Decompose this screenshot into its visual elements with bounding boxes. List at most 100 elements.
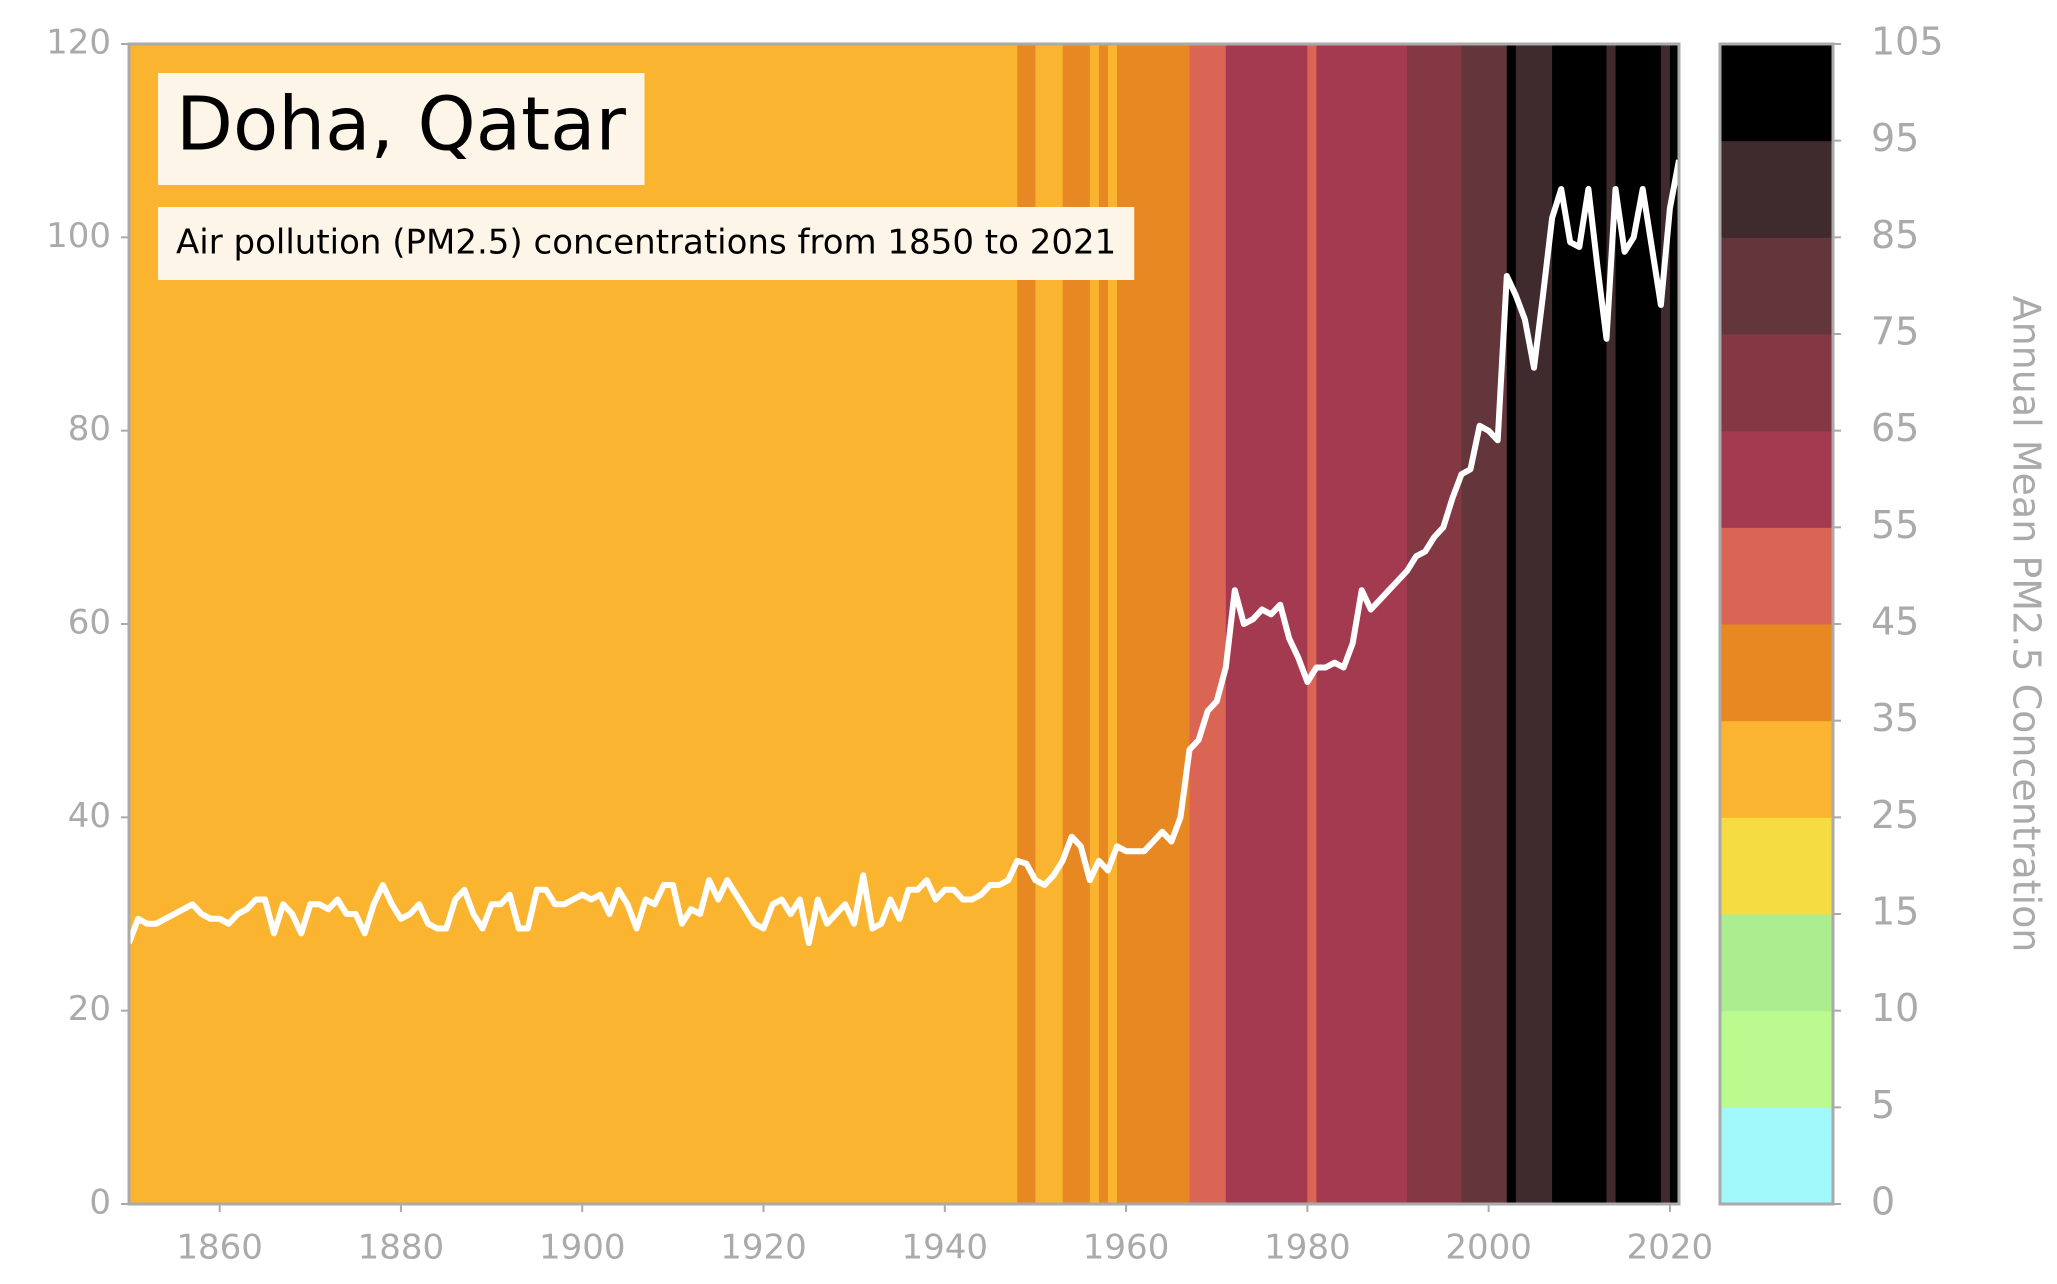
colorbar-tick-label: 35 <box>1871 696 1919 740</box>
stripe <box>428 44 438 1204</box>
stripe <box>772 44 783 1204</box>
stripe <box>355 44 366 1204</box>
stripe <box>437 44 447 1204</box>
stripe <box>310 44 320 1204</box>
stripe <box>1606 44 1617 1204</box>
y-tick-label: 80 <box>68 409 111 449</box>
stripe <box>754 44 765 1204</box>
stripe <box>201 44 212 1204</box>
stripe <box>1515 44 1526 1204</box>
stripe <box>1135 44 1145 1204</box>
stripe <box>1171 44 1182 1204</box>
stripe <box>1262 44 1272 1204</box>
stripe <box>237 44 248 1204</box>
stripe <box>1669 44 1680 1204</box>
stripe <box>564 44 574 1204</box>
stripe <box>509 44 520 1204</box>
stripe <box>1334 44 1345 1204</box>
stripe <box>1026 44 1037 1204</box>
stripe <box>1416 44 1426 1204</box>
stripe <box>346 44 357 1204</box>
stripe <box>1425 44 1435 1204</box>
colorbar-segment <box>1720 334 1833 432</box>
stripe <box>1543 44 1553 1204</box>
stripe <box>382 44 393 1204</box>
colorbar-segment <box>1720 237 1833 335</box>
stripe <box>962 44 973 1204</box>
y-tick-label: 120 <box>46 23 111 63</box>
stripe <box>935 44 946 1204</box>
chart-subtitle: Air pollution (PM2.5) concentrations fro… <box>176 223 1116 263</box>
chart-title: Doha, Qatar <box>176 82 627 168</box>
colorbar-segment <box>1720 430 1833 528</box>
stripe <box>981 44 991 1204</box>
stripe <box>1452 44 1463 1204</box>
stripe <box>156 44 166 1204</box>
colorbar-tick-label: 25 <box>1871 793 1919 837</box>
colorbar-tick-label: 105 <box>1871 20 1944 64</box>
stripe <box>681 44 692 1204</box>
stripe <box>790 44 801 1204</box>
stripe <box>482 44 493 1204</box>
stripe <box>944 44 955 1204</box>
stripe <box>1325 44 1336 1204</box>
stripe <box>1252 44 1263 1204</box>
stripe <box>1407 44 1417 1204</box>
stripe <box>183 44 194 1204</box>
colorbar-tick-label: 0 <box>1871 1180 1895 1224</box>
stripe <box>527 44 538 1204</box>
stripe <box>192 44 203 1204</box>
stripe <box>219 44 230 1204</box>
stripe <box>1316 44 1327 1204</box>
stripe <box>446 44 456 1204</box>
stripe <box>1298 44 1308 1204</box>
stripe <box>1207 44 1218 1204</box>
x-tick-label: 2000 <box>1445 1228 1532 1268</box>
stripe <box>690 44 701 1204</box>
stripe <box>745 44 756 1204</box>
stripe <box>1370 44 1381 1204</box>
stripe <box>582 44 592 1204</box>
stripe <box>1180 44 1191 1204</box>
x-tick-label: 1940 <box>902 1228 989 1268</box>
stripe <box>854 44 864 1204</box>
x-tick-label: 1920 <box>720 1228 807 1268</box>
colorbar-segment <box>1720 140 1833 238</box>
stripe <box>573 44 583 1204</box>
stripe <box>836 44 846 1204</box>
colorbar-tick-label: 65 <box>1871 406 1919 450</box>
stripe <box>255 44 266 1204</box>
stripe <box>1035 44 1046 1204</box>
plot-area <box>126 44 1682 1204</box>
stripe <box>1126 44 1136 1204</box>
stripe <box>1461 44 1472 1204</box>
stripe <box>845 44 855 1204</box>
stripe <box>174 44 184 1204</box>
stripe <box>455 44 465 1204</box>
stripe <box>591 44 601 1204</box>
stripe <box>1153 44 1163 1204</box>
stripe <box>1479 44 1490 1204</box>
stripe <box>600 44 611 1204</box>
colorbar-tick-label: 5 <box>1871 1083 1895 1127</box>
stripe <box>1624 44 1635 1204</box>
x-tick-label: 2020 <box>1627 1228 1714 1268</box>
stripe <box>718 44 728 1204</box>
stripe <box>1524 44 1535 1204</box>
stripe <box>301 44 311 1204</box>
stripe <box>409 44 420 1204</box>
stripe <box>1379 44 1390 1204</box>
stripe <box>1533 44 1544 1204</box>
colorbar-segment <box>1720 914 1833 1012</box>
stripe <box>264 44 275 1204</box>
y-tick-label: 0 <box>89 1183 111 1223</box>
stripe <box>872 44 882 1204</box>
colorbar-segment <box>1720 624 1833 722</box>
stripe <box>1506 44 1517 1204</box>
stripe <box>292 44 302 1204</box>
title-box <box>158 73 645 185</box>
stripe <box>863 44 873 1204</box>
stripe <box>1552 44 1562 1204</box>
stripe <box>1098 44 1109 1204</box>
